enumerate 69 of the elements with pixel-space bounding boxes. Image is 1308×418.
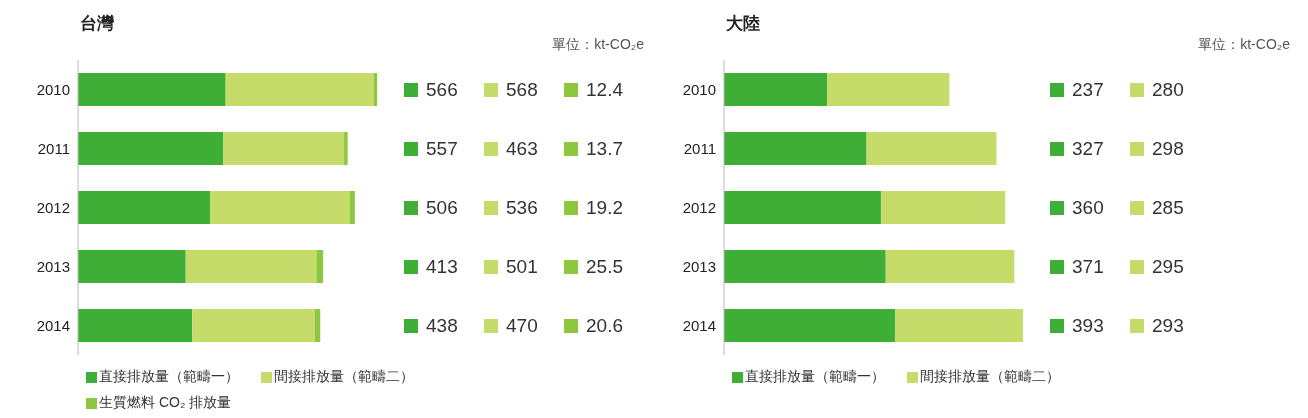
bar xyxy=(866,131,997,165)
bar xyxy=(724,190,881,224)
y-tick-label: 2011 xyxy=(683,139,716,157)
data-label: 536 xyxy=(505,196,539,219)
data-label: 327 xyxy=(1071,137,1105,160)
bar xyxy=(210,190,350,224)
y-tick-label: 2011 xyxy=(37,139,70,157)
bar xyxy=(724,249,886,283)
bar xyxy=(373,72,378,106)
data-label: 295 xyxy=(1151,255,1185,278)
y-tick-label: 2014 xyxy=(36,316,70,334)
data-label: 557 xyxy=(425,137,459,160)
bar xyxy=(225,72,374,106)
legend-label: 間接排放量（範疇二） xyxy=(273,368,414,386)
data-label: 293 xyxy=(1151,314,1185,337)
text: 單位：kt-CO₂e xyxy=(1198,36,1290,54)
bar xyxy=(885,249,1015,283)
data-label: 506 xyxy=(425,196,459,219)
data-label: 413 xyxy=(425,255,459,278)
bar xyxy=(344,131,348,165)
legend-label: 間接排放量（範疇二） xyxy=(919,368,1060,386)
y-tick-label: 2012 xyxy=(36,198,70,216)
data-label: 19.2 xyxy=(585,196,624,219)
data-label: 25.5 xyxy=(585,255,624,278)
data-label: 438 xyxy=(425,314,459,337)
y-tick-label: 2014 xyxy=(682,316,716,334)
bar xyxy=(895,308,1024,342)
data-label: 13.7 xyxy=(585,137,624,160)
data-label: 463 xyxy=(505,137,539,160)
data-label: 12.4 xyxy=(585,78,624,101)
data-label: 298 xyxy=(1151,137,1185,160)
y-tick-label: 2013 xyxy=(682,257,716,275)
data-label: 568 xyxy=(505,78,539,101)
data-label: 566 xyxy=(425,78,459,101)
y-tick-label: 2013 xyxy=(36,257,70,275)
bar xyxy=(827,72,950,106)
text: 單位：kt-CO₂e xyxy=(552,36,644,54)
chart-title: 大陸 xyxy=(726,13,760,35)
bar xyxy=(223,131,345,165)
legend-label: 直接排放量（範疇一） xyxy=(744,368,885,386)
bar xyxy=(880,190,1006,224)
bar xyxy=(724,72,828,106)
bar xyxy=(78,308,193,342)
bar xyxy=(78,249,186,283)
legend-label: 直接排放量（範疇一） xyxy=(98,368,239,386)
bar xyxy=(78,190,210,224)
y-tick-label: 2012 xyxy=(682,198,716,216)
data-label: 20.6 xyxy=(585,314,624,337)
bar xyxy=(724,131,867,165)
data-label: 470 xyxy=(505,314,539,337)
data-label: 360 xyxy=(1071,196,1105,219)
chart-title: 台灣 xyxy=(80,13,114,35)
bar xyxy=(192,308,315,342)
bar xyxy=(185,249,317,283)
data-label: 280 xyxy=(1151,78,1185,101)
bar xyxy=(314,308,321,342)
legend-label: 生質燃料 CO₂ 排放量 xyxy=(98,394,232,412)
bar xyxy=(78,72,226,106)
bar xyxy=(724,308,896,342)
bar xyxy=(316,249,324,283)
bar xyxy=(78,131,224,165)
data-label: 371 xyxy=(1071,255,1105,278)
y-tick-label: 2010 xyxy=(36,80,70,98)
data-label: 501 xyxy=(505,255,539,278)
data-label: 393 xyxy=(1071,314,1105,337)
data-label: 285 xyxy=(1151,196,1185,219)
y-tick-label: 2010 xyxy=(682,80,716,98)
bar xyxy=(349,190,355,224)
data-label: 237 xyxy=(1071,78,1105,101)
